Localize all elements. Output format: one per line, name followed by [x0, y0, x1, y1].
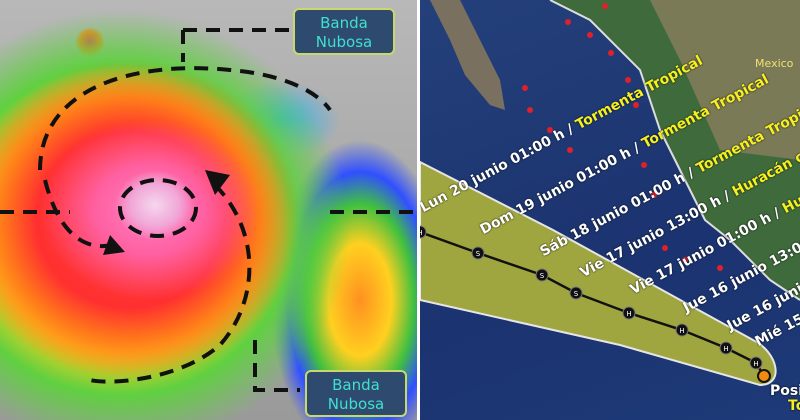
svg-text:S: S	[476, 250, 481, 258]
track-point-marker: H	[675, 323, 689, 337]
satellite-image-panel: Banda Nubosa Banda Nubosa	[0, 0, 417, 420]
map-graphics: S S S H H H H H	[420, 0, 800, 387]
svg-text:S: S	[540, 272, 545, 280]
svg-text:H: H	[723, 345, 728, 353]
land-highlands	[650, 0, 800, 160]
track-point-marker: S	[535, 268, 549, 282]
track-point-marker: H	[749, 356, 763, 370]
svg-text:H: H	[626, 310, 631, 318]
current-position-label: Posic	[770, 383, 800, 399]
eye-circle	[118, 178, 198, 238]
track-point-marker: H	[719, 341, 733, 355]
arrow-head-icon	[205, 170, 230, 195]
coastline	[549, 0, 800, 301]
spiral-band-outer	[38, 66, 332, 171]
svg-text:H: H	[753, 360, 758, 368]
track-point-marker: H	[622, 306, 636, 320]
arrow-head-icon	[103, 235, 125, 255]
current-position-marker	[757, 369, 771, 383]
land-baja-peninsula	[420, 0, 505, 110]
storm-annotation-overlay	[0, 28, 417, 392]
warning-dots	[522, 3, 723, 271]
track-point-marker: S	[471, 246, 485, 260]
banda-nubosa-label: Banda Nubosa	[305, 370, 407, 417]
mexico-label: Mexico	[755, 57, 794, 70]
banda-nubosa-label: Banda Nubosa	[293, 8, 395, 55]
track-point-marker: S	[569, 286, 583, 300]
svg-text:H: H	[420, 229, 423, 237]
spiral-band-inner	[43, 179, 113, 249]
forecast-track-map: SSSHHHHH Mexico Lun 20 junio 01:00 h / T…	[420, 0, 800, 420]
svg-text:S: S	[574, 290, 579, 298]
svg-text:H: H	[679, 327, 684, 335]
track-point-marker: H	[420, 225, 427, 239]
current-position-status: To	[788, 398, 800, 414]
spiral-band-right	[89, 183, 252, 384]
